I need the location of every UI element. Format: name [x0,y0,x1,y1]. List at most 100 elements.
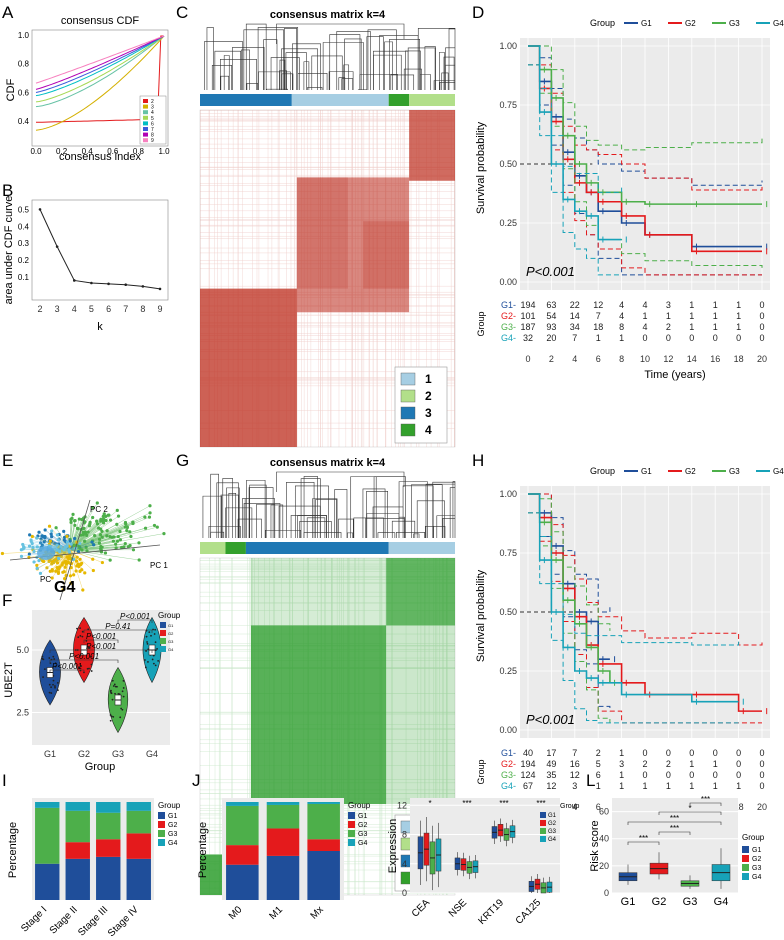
bar-G3-M0 [226,805,259,846]
x-tick-label: 1.0 [158,147,170,156]
pca-point [71,512,75,516]
violin-point [109,714,112,716]
pca-point [78,541,82,546]
risk-count: 18 [593,322,603,332]
legend-label: G1 [168,813,177,820]
risk-count: 54 [546,311,556,321]
violin-point [112,715,115,718]
x-tick-label: 4 [572,802,577,812]
risk-count: 1 [713,300,718,310]
risk-table-label: Group [476,311,486,336]
pca-point [81,588,85,592]
pca-point [116,514,121,518]
violin-point [120,707,123,710]
violin-point [109,690,112,693]
cdf-line-k8 [35,35,165,90]
x-tick-label: Stage IV [106,904,141,939]
significance: *** [701,795,710,804]
panel-letter-A: A [2,3,14,22]
legend-swatch [143,132,148,137]
violin-point [43,668,46,671]
area-point [124,283,128,286]
pca-point [91,515,95,520]
risk-count: 0 [759,759,764,769]
violin-point [146,641,148,643]
bar-G1-Stage IV [126,858,151,900]
y-tick-label: 0.4 [18,222,30,231]
cdf-line-k6 [35,35,165,97]
ci-upper-G4 [528,493,740,646]
panel-letter-G: G [176,451,189,470]
x-tick-label: 2 [549,354,554,364]
risk-count: 17 [546,748,556,758]
x-tick-label: 0.8 [133,147,145,156]
x-tick-label: 16 [710,354,720,364]
risk-count: 124 [520,770,535,780]
legend-label: G2 [685,467,696,476]
pca-point [32,549,36,554]
y-tick-label: 12 [397,800,407,810]
violin-point [90,670,93,672]
legend-label: G3 [729,467,740,476]
risk-count: 12 [570,770,580,780]
x-tick-label: Stage I [19,904,49,934]
violin-point [116,685,118,688]
pc2-axis [59,499,91,601]
bar-G1-Stage III [96,856,121,900]
pca-point [108,518,113,522]
risk-count: 1 [689,311,694,321]
y-tick-label: 0.1 [18,273,30,282]
comparison-bracket [627,841,660,845]
legend-label: G2 [548,821,557,827]
cdf-line-k4 [35,35,165,108]
violin-point [54,665,57,668]
cluster-bar-segment [200,94,292,106]
risk-count: 22 [570,300,580,310]
x-tick-label: G1 [621,896,636,908]
matrix-block [363,221,410,289]
ci-lower-G1 [528,64,762,276]
risk-count: 0 [759,300,764,310]
x-axis-label: consensus index [59,151,141,163]
risk-count: 2 [666,759,671,769]
cdf-line-k7 [35,35,165,93]
legend-swatch [158,839,165,846]
violin-point [85,639,88,642]
pca-point [126,545,130,549]
pca-point [27,552,31,556]
bar-G2-Mx [307,839,340,851]
risk-row-label: G4- [501,333,516,343]
risk-count: 12 [593,300,603,310]
violin-point [111,698,114,701]
survival-curve-G3 [528,45,762,205]
violin-point [112,685,115,687]
risk-count: 1 [736,300,741,310]
violin-point [121,690,124,693]
pca-point [129,534,133,539]
pca-spokes [55,502,164,561]
y-tick-label: 0.2 [18,256,30,265]
violin-point [110,715,113,718]
violin-point [145,650,147,652]
legend-label: 9 [151,138,154,144]
violin-point [156,647,158,650]
violin-point [77,666,80,669]
risk-count: 4 [642,322,647,332]
legend-label: 4 [425,423,432,437]
y-tick-label: 0.3 [18,239,30,248]
x-axis-label: k [97,321,103,333]
comparison-bracket [627,821,722,825]
plot-frame [31,199,169,301]
panel-a-cdf: consensus CDF consensus index CDF 0.0 0.2 0.4… [5,15,170,163]
x-tick-label: 0.4 [82,147,94,156]
bar-G3-M1 [266,804,300,829]
panel-c-heatmap: consensus matrix k=4 1 2 3 4 [199,9,456,448]
y-axis-label: Percentage [197,822,209,878]
risk-count: 1 [642,311,647,321]
panel-letter-H: H [472,451,484,470]
legend-swatch [348,830,355,837]
pc1-axis [9,544,161,561]
risk-count: 1 [596,781,601,791]
x-tick-label: 9 [157,304,162,314]
y-tick-label: 0.75 [499,548,517,558]
